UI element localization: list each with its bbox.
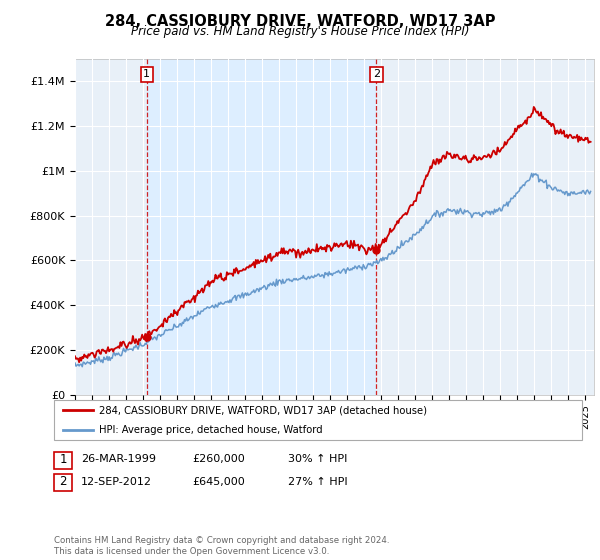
Text: 12-SEP-2012: 12-SEP-2012 bbox=[81, 477, 152, 487]
Text: 2: 2 bbox=[59, 475, 67, 488]
Text: 1: 1 bbox=[59, 452, 67, 466]
Text: 27% ↑ HPI: 27% ↑ HPI bbox=[288, 477, 347, 487]
Text: 1: 1 bbox=[143, 69, 151, 80]
Text: Price paid vs. HM Land Registry's House Price Index (HPI): Price paid vs. HM Land Registry's House … bbox=[131, 25, 469, 38]
Text: 26-MAR-1999: 26-MAR-1999 bbox=[81, 454, 156, 464]
Text: £260,000: £260,000 bbox=[192, 454, 245, 464]
Text: £645,000: £645,000 bbox=[192, 477, 245, 487]
Bar bbox=[147, 59, 376, 395]
Text: 284, CASSIOBURY DRIVE, WATFORD, WD17 3AP: 284, CASSIOBURY DRIVE, WATFORD, WD17 3AP bbox=[105, 14, 495, 29]
Text: 2: 2 bbox=[373, 69, 380, 80]
Text: HPI: Average price, detached house, Watford: HPI: Average price, detached house, Watf… bbox=[99, 424, 323, 435]
Text: 284, CASSIOBURY DRIVE, WATFORD, WD17 3AP (detached house): 284, CASSIOBURY DRIVE, WATFORD, WD17 3AP… bbox=[99, 405, 427, 416]
Text: 30% ↑ HPI: 30% ↑ HPI bbox=[288, 454, 347, 464]
Text: Contains HM Land Registry data © Crown copyright and database right 2024.
This d: Contains HM Land Registry data © Crown c… bbox=[54, 536, 389, 556]
